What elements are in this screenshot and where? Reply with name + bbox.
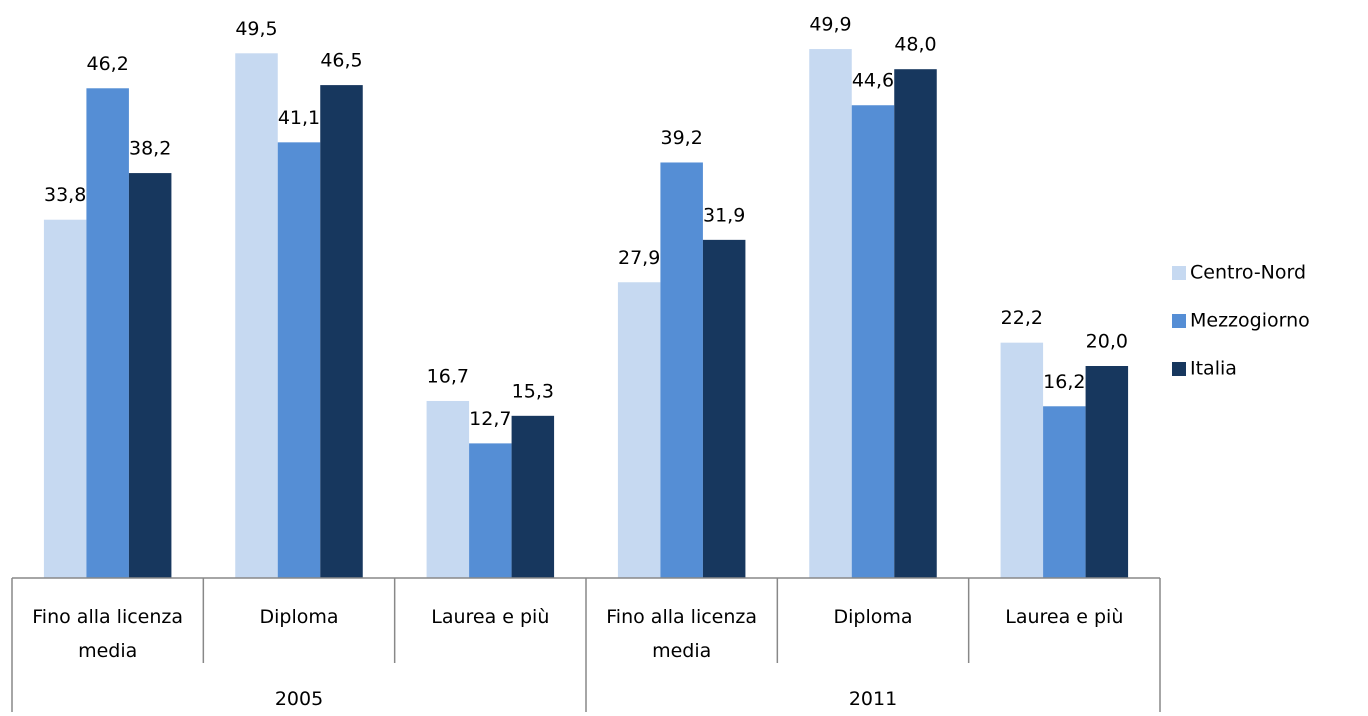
bar [128, 173, 172, 578]
bar [894, 69, 937, 578]
value-label: 33,8 [44, 184, 86, 206]
x-tick-label: Laurea e più [1005, 606, 1124, 628]
x-tick-label: Laurea e più [431, 606, 550, 628]
bar [660, 162, 703, 579]
bar [43, 219, 87, 578]
x-tick-label: Diploma [833, 606, 913, 628]
value-label: 15,3 [512, 380, 554, 402]
bar [617, 282, 661, 578]
value-label: 20,0 [1086, 331, 1128, 353]
bar [809, 49, 852, 579]
value-label: 12,7 [469, 408, 511, 430]
x-tick-label: Fino alla licenza media [32, 606, 184, 662]
legend-label: Italia [1190, 358, 1237, 380]
bar [702, 239, 746, 579]
value-label: 46,5 [320, 50, 362, 72]
bar [426, 400, 470, 578]
bar [86, 88, 129, 578]
value-label: 48,0 [894, 34, 936, 56]
value-label: 49,9 [809, 14, 851, 36]
legend-swatch [1172, 266, 1186, 280]
bar [511, 415, 555, 578]
x-tick-label: Diploma [259, 606, 339, 628]
bar [235, 53, 278, 579]
value-label: 16,7 [427, 365, 469, 387]
bar [851, 105, 895, 579]
value-label: 49,5 [235, 18, 277, 40]
legend-swatch [1172, 362, 1186, 376]
bar [469, 443, 512, 578]
bar [277, 142, 321, 578]
group-label: 2011 [848, 688, 898, 710]
legend-label: Mezzogiorno [1190, 310, 1310, 332]
value-label: 44,6 [852, 70, 894, 92]
value-label: 38,2 [129, 138, 171, 160]
legend-label: Centro-Nord [1190, 262, 1306, 284]
value-label: 41,1 [278, 107, 320, 129]
group-label: 2005 [274, 688, 324, 710]
bar [1085, 366, 1129, 578]
x-tick-label: Fino alla licenza media [606, 606, 758, 662]
value-label: 16,2 [1043, 371, 1085, 393]
bar [1043, 406, 1086, 578]
value-label: 27,9 [618, 247, 660, 269]
value-label: 22,2 [1001, 307, 1043, 329]
bar [1000, 342, 1044, 578]
legend-swatch [1172, 314, 1186, 328]
value-label: 46,2 [87, 53, 129, 75]
value-label: 31,9 [703, 204, 745, 226]
value-label: 39,2 [661, 127, 703, 149]
bar [320, 85, 363, 578]
